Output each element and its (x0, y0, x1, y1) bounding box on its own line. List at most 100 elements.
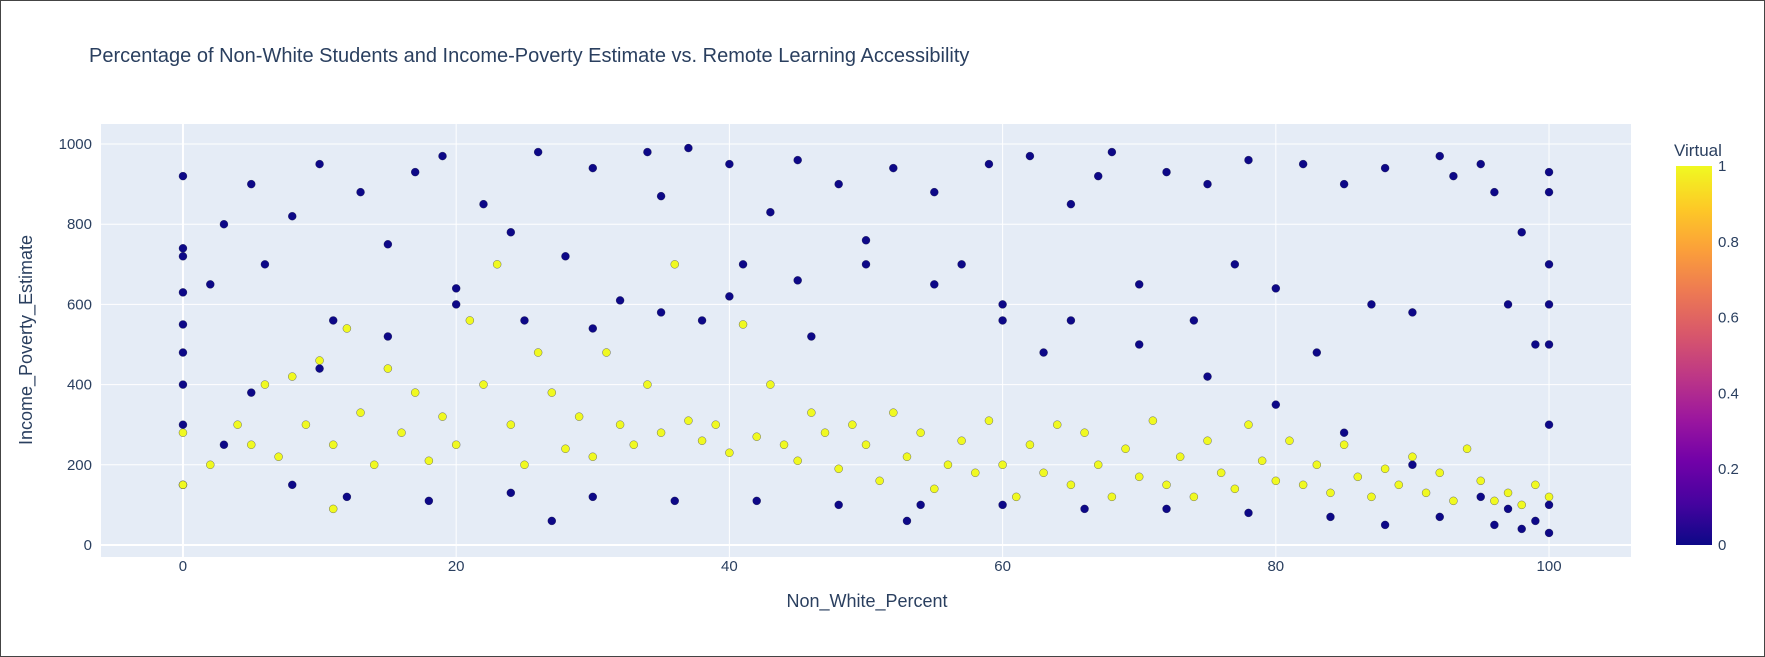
scatter-point (424, 456, 434, 465)
scatter-point (247, 388, 256, 397)
scatter-point (656, 192, 666, 201)
scatter-point (588, 492, 597, 502)
scatter-point (1135, 280, 1144, 289)
scatter-point (1203, 372, 1212, 381)
scatter-point (178, 348, 188, 357)
scatter-point (752, 432, 761, 441)
scatter-point (1517, 228, 1526, 237)
scatter-point (1189, 492, 1199, 502)
scatter-point (998, 460, 1007, 469)
scatter-point (1517, 500, 1526, 510)
scatter-point (793, 456, 802, 465)
scatter-point (1449, 171, 1458, 181)
scatter-point (1339, 179, 1349, 189)
x-tick-label: 80 (1267, 558, 1284, 575)
scatter-point (779, 440, 789, 449)
scatter-point (902, 516, 912, 526)
scatter-point (684, 416, 693, 425)
scatter-point (656, 308, 666, 317)
scatter-point (1421, 488, 1431, 498)
scatter-point (957, 436, 966, 445)
scatter-point (670, 496, 679, 506)
scatter-point (1517, 524, 1526, 534)
scatter-point (1312, 460, 1321, 469)
scatter-point (1012, 492, 1021, 502)
scatter-point (178, 171, 188, 181)
scatter-point (178, 380, 188, 389)
scatter-point (370, 460, 379, 469)
scatter-point (1408, 460, 1417, 469)
scatter-point (288, 212, 297, 221)
scatter-point (766, 380, 775, 389)
scatter-point (1176, 452, 1185, 461)
scatter-point (383, 240, 393, 249)
scatter-point (807, 332, 816, 341)
scatter-point (1230, 484, 1239, 493)
scatter-point (561, 252, 570, 261)
scatter-point (438, 412, 447, 421)
scatter-point (1394, 480, 1403, 489)
scatter-point (820, 428, 830, 437)
colorbar-tick-labels: 0 0.2 0.4 0.6 0.8 1 (1718, 158, 1739, 554)
scatter-point (1490, 496, 1499, 506)
scatter-point (943, 460, 953, 469)
scatter-point (807, 408, 816, 417)
scatter-point (574, 412, 584, 421)
scatter-point (1107, 492, 1117, 502)
scatter-point (1408, 308, 1417, 317)
scatter-point (834, 464, 843, 473)
colorbar-title: Virtual (1674, 141, 1722, 160)
scatter-point (1094, 460, 1103, 469)
scatter-point (861, 260, 871, 269)
scatter-point (1544, 167, 1554, 177)
scatter-point (848, 420, 857, 429)
scatter-point (670, 260, 679, 269)
scatter-point (411, 388, 420, 397)
scatter-point (697, 436, 707, 445)
scatter-point (1244, 420, 1253, 429)
scatter-point (930, 484, 939, 493)
scatter-point (479, 380, 488, 389)
scatter-point (984, 416, 994, 425)
scatter-point (889, 408, 898, 417)
scatter-point (957, 260, 966, 269)
scatter-point (342, 324, 352, 333)
scatter-point (1339, 440, 1349, 449)
scatter-point (1449, 496, 1458, 506)
scatter-point (1339, 428, 1349, 437)
scatter-point (219, 220, 229, 229)
y-tick-label: 0 (84, 537, 92, 554)
scatter-point (684, 143, 693, 153)
x-tick-label: 40 (721, 558, 738, 575)
scatter-point (178, 244, 188, 253)
scatter-point (1298, 159, 1308, 169)
scatter-point (315, 159, 324, 169)
scatter-point (615, 296, 625, 305)
colorbar-tick-label: 0.8 (1718, 234, 1739, 251)
scatter-point (738, 320, 748, 329)
y-tick-label: 600 (67, 296, 92, 313)
scatter-point (288, 372, 297, 381)
scatter-point (206, 280, 215, 289)
scatter-point (1298, 480, 1308, 489)
scatter-point (1531, 516, 1540, 526)
scatter-point (1408, 452, 1417, 461)
scatter-point (602, 348, 611, 357)
scatter-point (520, 316, 529, 325)
scatter-point (1271, 400, 1280, 409)
scatter-point (1107, 147, 1117, 157)
scatter-point (1435, 512, 1444, 522)
scatter-point (1503, 504, 1513, 514)
scatter-point (793, 155, 802, 165)
scatter-point (178, 288, 188, 297)
scatter-point (1462, 444, 1472, 453)
scatter-point (1285, 436, 1294, 445)
scatter-point (984, 159, 994, 169)
scatter-point (383, 364, 393, 373)
scatter-point (998, 300, 1007, 309)
scatter-point (793, 276, 802, 285)
scatter-point (916, 500, 925, 510)
scatter-point (1066, 316, 1076, 325)
scatter-point (301, 420, 311, 429)
scatter-point (1066, 480, 1076, 489)
